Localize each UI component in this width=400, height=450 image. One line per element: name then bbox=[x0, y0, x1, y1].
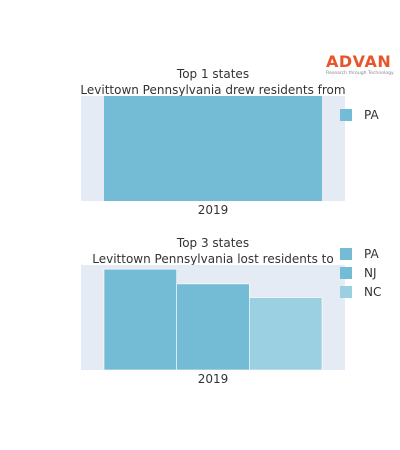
legend-swatch-nc bbox=[340, 286, 352, 298]
chart-title: Top 3 states bbox=[176, 236, 249, 250]
legend-swatch-pa bbox=[340, 248, 352, 260]
x-tick-label: 2019 bbox=[198, 372, 229, 386]
legend-label-pa: PA bbox=[364, 108, 379, 122]
bar-pa bbox=[103, 268, 177, 371]
bar-pa bbox=[104, 96, 322, 201]
chart-title: Top 1 states bbox=[176, 67, 249, 81]
logo-tagline: Research through Technology bbox=[326, 71, 394, 76]
advan-logo: ADVAN Research through Technology bbox=[326, 54, 396, 78]
legend-label-nj: NJ bbox=[364, 266, 377, 280]
legend-label-pa: PA bbox=[364, 247, 379, 261]
chart-subtitle: Levittown Pennsylvania drew residents fr… bbox=[80, 83, 345, 97]
chart-subtitle: Levittown Pennsylvania lost residents to bbox=[92, 252, 333, 266]
legend-swatch-pa bbox=[340, 109, 352, 121]
legend-label-nc: NC bbox=[364, 285, 381, 299]
logo-wordmark: ADVAN bbox=[326, 52, 392, 71]
bar-nc bbox=[249, 297, 323, 371]
legend-swatch-nj bbox=[340, 267, 352, 279]
x-tick-label: 2019 bbox=[198, 203, 229, 217]
bar-nj bbox=[176, 283, 250, 371]
